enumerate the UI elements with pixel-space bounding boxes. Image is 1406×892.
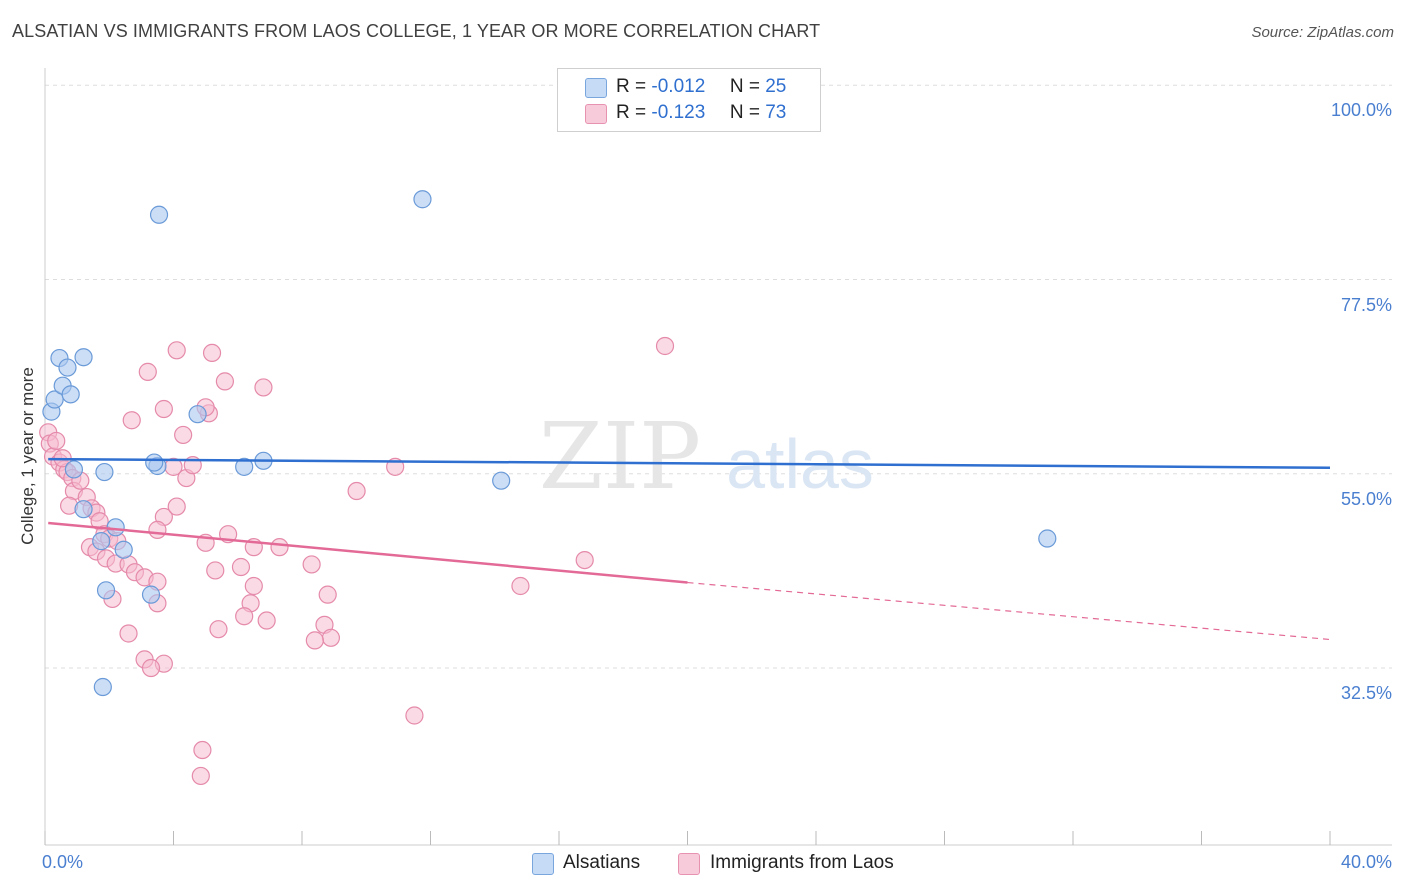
watermark-zip: ZIP: [539, 403, 701, 510]
legend-row-alsatians: R = -0.012 N = 25: [616, 76, 786, 98]
laos-point: [138, 362, 157, 381]
legend-r-alsatians: -0.012: [651, 76, 706, 97]
laos-point: [215, 372, 234, 391]
alsatian-point: [114, 540, 133, 559]
alsatian-point: [145, 453, 164, 472]
legend-n-label: N =: [729, 76, 760, 97]
laos-point: [154, 399, 173, 419]
laos-point: [191, 766, 210, 786]
alsatian-point: [188, 405, 207, 424]
laos-point: [575, 550, 594, 570]
legend-n-label: N =: [729, 102, 760, 123]
alsatian-point: [93, 677, 112, 697]
laos-point: [209, 620, 228, 639]
alsatian-point: [61, 385, 80, 404]
alsatian-point: [413, 190, 432, 209]
laos-point: [174, 425, 193, 445]
source-label: Source: ZipAtlas.com: [1251, 24, 1394, 41]
alsatian-point: [1038, 529, 1057, 548]
x-tick-label-min: 0.0%: [42, 852, 84, 872]
laos-point: [244, 576, 263, 596]
legend-n-alsatians: 25: [765, 76, 787, 97]
bottom-legend-swatch-laos: [678, 853, 700, 875]
laos-point: [231, 557, 251, 577]
laos-point: [235, 607, 254, 626]
legend-swatch-alsatians: [585, 78, 607, 98]
laos-trend-line: [48, 521, 688, 584]
laos-point: [167, 341, 186, 360]
laos-point: [655, 336, 675, 356]
chart-title: ALSATIAN VS IMMIGRANTS FROM LAOS COLLEGE…: [12, 21, 821, 41]
laos-point: [270, 538, 289, 557]
watermark: ZIP atlas: [539, 403, 874, 510]
legend-n-laos: 73: [765, 102, 787, 123]
alsatian-trend-line: [48, 457, 1331, 469]
laos-point: [119, 624, 138, 643]
laos-point: [321, 628, 341, 647]
laos-point: [318, 585, 337, 604]
laos-point: [47, 431, 66, 451]
alsatian-point: [64, 460, 84, 479]
laos-point: [254, 378, 273, 397]
alsatian-point: [106, 518, 125, 537]
legend-swatch-laos: [585, 104, 607, 124]
alsatian-point: [96, 581, 116, 600]
legend-r-laos: -0.123: [651, 102, 706, 123]
laos-point: [405, 706, 424, 725]
legend-row-laos: R = -0.123 N = 73: [616, 102, 786, 124]
laos-point: [193, 740, 212, 760]
bottom-legend-swatch-alsatians: [532, 853, 554, 875]
laos-point: [257, 611, 276, 630]
laos-point: [122, 411, 141, 430]
alsatian-point: [141, 585, 161, 604]
y-tick-label: 100.0%: [1330, 100, 1392, 121]
laos-point: [305, 631, 324, 650]
legend-box: R = -0.012 N = 25 R = -0.123 N = 73: [557, 68, 821, 132]
laos-point: [167, 497, 186, 516]
legend-r-label: R =: [616, 102, 647, 123]
alsatian-point: [492, 471, 511, 490]
y-tick-label: 32.5%: [1340, 683, 1392, 704]
laos-point: [302, 555, 321, 574]
y-tick-label: 77.5%: [1340, 294, 1392, 315]
alsatian-point: [149, 205, 169, 224]
laos-trend-extrapolation: [687, 581, 1331, 641]
alsatian-point: [235, 457, 254, 476]
alsatian-point: [95, 462, 114, 482]
y-tick-label: 55.0%: [1340, 488, 1392, 509]
laos-point: [511, 576, 530, 596]
laos-point: [202, 343, 222, 362]
alsatian-point: [74, 348, 93, 367]
alsatian-point: [74, 500, 93, 519]
axes: [44, 68, 1392, 846]
bottom-legend-laos: Immigrants from Laos: [710, 852, 894, 873]
laos-point: [347, 481, 366, 501]
laos-points: [39, 336, 675, 786]
alsatian-point: [45, 390, 64, 409]
laos-point: [148, 520, 167, 539]
laos-point: [206, 561, 225, 580]
legend-r-label: R =: [616, 76, 647, 97]
bottom-legend-alsatians: Alsatians: [563, 852, 641, 873]
trend-lines: [48, 457, 1331, 641]
alsatian-point: [92, 532, 111, 551]
laos-point: [141, 658, 161, 678]
x-tick-label-max: 40.0%: [1340, 852, 1392, 872]
alsatian-points: [42, 190, 1057, 697]
alsatian-point: [58, 358, 77, 377]
